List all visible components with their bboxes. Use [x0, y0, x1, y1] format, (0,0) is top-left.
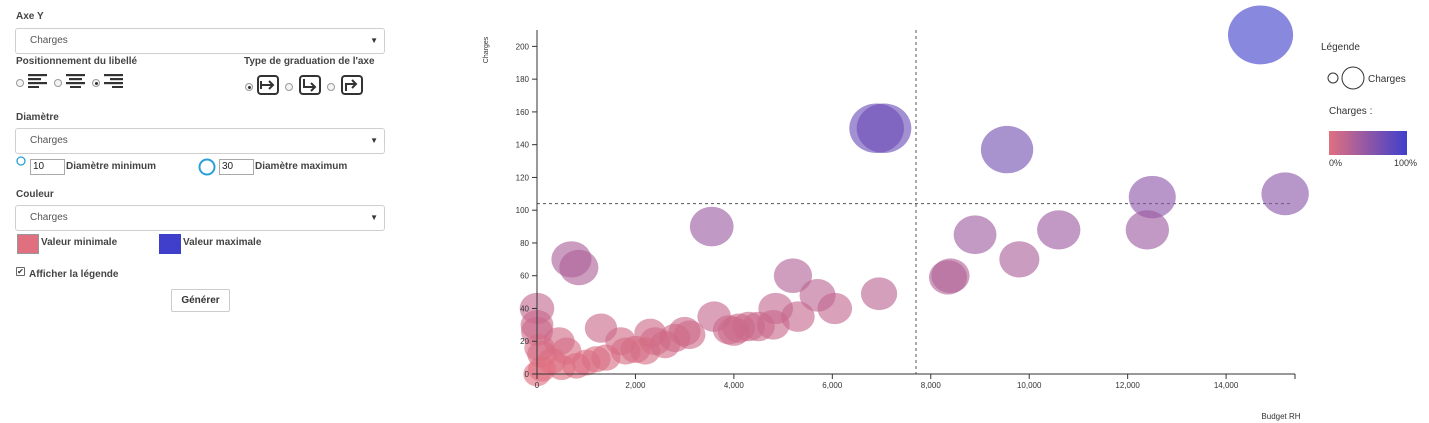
graduation-curve-radio[interactable]: [327, 83, 335, 91]
chevron-down-icon: ▼: [370, 36, 378, 45]
data-bubble: [817, 292, 853, 325]
graduation-label: Type de graduation de l'axe: [244, 56, 375, 67]
legend-color-gradient: [1329, 131, 1407, 155]
y-tick-label: 60: [520, 272, 529, 281]
positionnement-label: Positionnement du libellé: [16, 56, 138, 67]
diam-max-label: Diamètre maximum: [255, 161, 348, 172]
couleur-label: Couleur: [16, 189, 54, 200]
x-tick-label: 2,000: [625, 381, 646, 390]
afficher-legende-label: Afficher la légende: [29, 269, 119, 280]
small-circle-icon: [16, 156, 26, 166]
data-bubble: [1261, 172, 1309, 216]
data-bubble: [856, 103, 912, 154]
data-bubble: [860, 277, 898, 311]
align-center-icon: [66, 74, 85, 88]
x-axis-label: Budget RH: [1261, 412, 1300, 421]
graduation-linear-radio[interactable]: [245, 83, 253, 91]
afficher-legende-checkbox[interactable]: ✔: [16, 267, 25, 276]
y-tick-label: 140: [516, 141, 530, 150]
arrow-return-icon: [299, 75, 321, 95]
legend-max-label: 100%: [1394, 158, 1417, 168]
data-bubble: [756, 310, 790, 340]
align-left-icon: [28, 74, 47, 88]
data-bubble: [1128, 175, 1176, 219]
x-tick-label: 6,000: [822, 381, 843, 390]
diametre-label: Diamètre: [16, 112, 59, 123]
align-center-radio[interactable]: [54, 79, 62, 87]
legend-large-circle-icon: [1341, 66, 1365, 90]
x-tick-label: 14,000: [1214, 381, 1239, 390]
data-bubble: [931, 258, 970, 294]
y-tick-label: 160: [516, 108, 530, 117]
legend-small-circle-icon: [1327, 72, 1339, 84]
val-max-label: Valeur maximale: [183, 237, 262, 248]
x-tick-label: 12,000: [1115, 381, 1140, 390]
y-tick-label: 20: [520, 337, 529, 346]
couleur-select-value: Charges: [30, 212, 68, 223]
y-axis-label: Charges: [483, 36, 490, 63]
graduation-step-radio[interactable]: [285, 83, 293, 91]
legend-color-title: Charges :: [1329, 106, 1372, 117]
y-tick-label: 0: [525, 370, 530, 379]
y-tick-label: 80: [520, 239, 529, 248]
data-bubble: [773, 258, 813, 294]
diametre-select-value: Charges: [30, 135, 68, 146]
settings-panel: Axe Y Charges ▼ Positionnement du libell…: [0, 0, 400, 423]
align-right-icon: [104, 74, 123, 88]
diam-min-label: Diamètre minimum: [66, 161, 157, 172]
data-bubble: [953, 215, 997, 255]
axe-y-label: Axe Y: [16, 11, 44, 22]
y-tick-label: 200: [516, 42, 530, 51]
y-tick-label: 100: [516, 206, 530, 215]
diam-min-input[interactable]: 10: [30, 159, 65, 175]
axe-y-select-value: Charges: [30, 35, 68, 46]
align-left-radio[interactable]: [16, 79, 24, 87]
data-bubble: [591, 344, 621, 371]
data-bubble: [717, 316, 750, 346]
arrow-right-icon: [257, 75, 279, 95]
legend-min-label: 0%: [1329, 158, 1342, 168]
data-bubble: [559, 249, 599, 286]
chevron-down-icon: ▼: [370, 136, 378, 145]
axe-y-select[interactable]: Charges ▼: [15, 28, 385, 54]
align-right-radio[interactable]: [92, 79, 100, 87]
large-circle-icon: [198, 158, 216, 176]
color-max-swatch[interactable]: [159, 234, 181, 254]
x-tick-label: 10,000: [1017, 381, 1042, 390]
bubble-chart: 0 2,000 4,000 6,000 8,000 10,000 12,000 14,000 0…: [483, 5, 1417, 421]
chevron-down-icon: ▼: [370, 213, 378, 222]
y-tick-label: 120: [516, 173, 530, 182]
arrow-curve-icon: [341, 75, 363, 95]
x-tick-label: 0: [535, 381, 540, 390]
x-tick-label: 8,000: [921, 381, 942, 390]
y-tick-label: 40: [520, 304, 529, 313]
legend-title: Légende: [1321, 42, 1360, 53]
y-tick-label: 180: [516, 75, 530, 84]
couleur-select[interactable]: Charges ▼: [15, 205, 385, 231]
color-min-swatch[interactable]: [17, 234, 39, 254]
data-bubble: [980, 125, 1034, 174]
diametre-select[interactable]: Charges ▼: [15, 128, 385, 154]
generer-button[interactable]: Générer: [171, 289, 230, 312]
data-bubble: [1227, 5, 1294, 65]
data-bubble: [659, 323, 691, 353]
diam-max-input[interactable]: 30: [219, 159, 254, 175]
data-bubble: [999, 241, 1040, 278]
data-bubble: [1125, 210, 1170, 250]
data-bubble: [1037, 210, 1081, 250]
legend-size-label: Charges: [1368, 74, 1406, 85]
x-tick-label: 4,000: [724, 381, 745, 390]
data-bubble: [689, 206, 734, 247]
val-min-label: Valeur minimale: [41, 237, 118, 248]
